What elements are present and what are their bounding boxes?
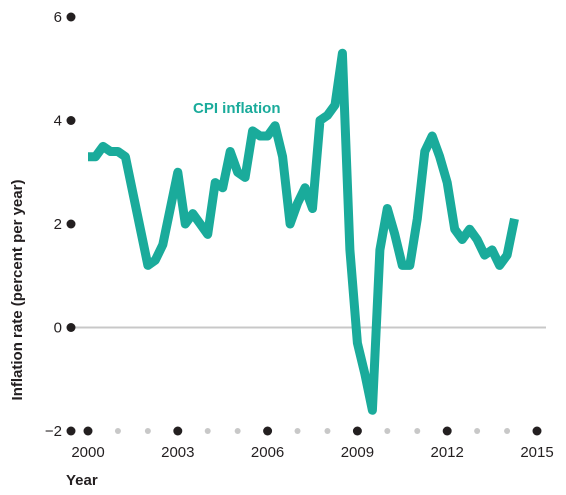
y-tick-dot	[66, 116, 76, 125]
x-minor-tick-dot	[384, 428, 391, 434]
x-tick-dot	[173, 426, 183, 436]
y-tick-label: 0	[54, 320, 62, 337]
y-axis-ticks: −2 0 2 4 6	[45, 9, 76, 440]
x-minor-tick-dot	[234, 428, 241, 434]
y-tick-dot	[66, 12, 76, 22]
x-tick-dot	[352, 426, 362, 436]
y-tick-label: 6	[54, 9, 62, 26]
y-tick-dot	[66, 323, 76, 332]
x-tick-label: 2006	[251, 444, 284, 461]
x-tick-dot	[442, 426, 452, 436]
x-tick-label: 2003	[161, 444, 194, 461]
x-tick-label: 2000	[71, 444, 104, 461]
x-minor-tick-dot	[324, 428, 331, 434]
y-tick-dot	[66, 219, 76, 229]
x-minor-tick-dot	[114, 428, 121, 434]
x-minor-tick-dot	[474, 428, 481, 434]
x-tick-dot	[83, 426, 93, 436]
x-minor-tick-dot	[414, 428, 421, 434]
cpi-inflation-line	[88, 48, 519, 415]
x-tick-label: 2009	[341, 444, 374, 461]
x-tick-label: 2012	[431, 444, 464, 461]
x-axis-ticks: 2000 2003 2006 2009 2012 2015	[71, 426, 554, 461]
y-tick-label: 4	[54, 113, 62, 130]
y-axis-title: Inflation rate (percent per year)	[9, 180, 26, 401]
x-tick-label: 2015	[520, 444, 553, 461]
x-tick-dot	[263, 426, 273, 436]
y-tick-label: 2	[54, 216, 62, 233]
x-minor-tick-dot	[144, 428, 151, 434]
x-minor-tick-dot	[204, 428, 211, 434]
y-tick-dot	[66, 426, 76, 436]
x-axis-title: Year	[66, 472, 98, 489]
y-tick-label: −2	[45, 423, 62, 440]
x-minor-tick-dot	[294, 428, 301, 434]
series-label-cpi-inflation: CPI inflation	[193, 100, 281, 117]
x-minor-tick-dot	[504, 428, 511, 434]
x-tick-dot	[532, 426, 542, 436]
